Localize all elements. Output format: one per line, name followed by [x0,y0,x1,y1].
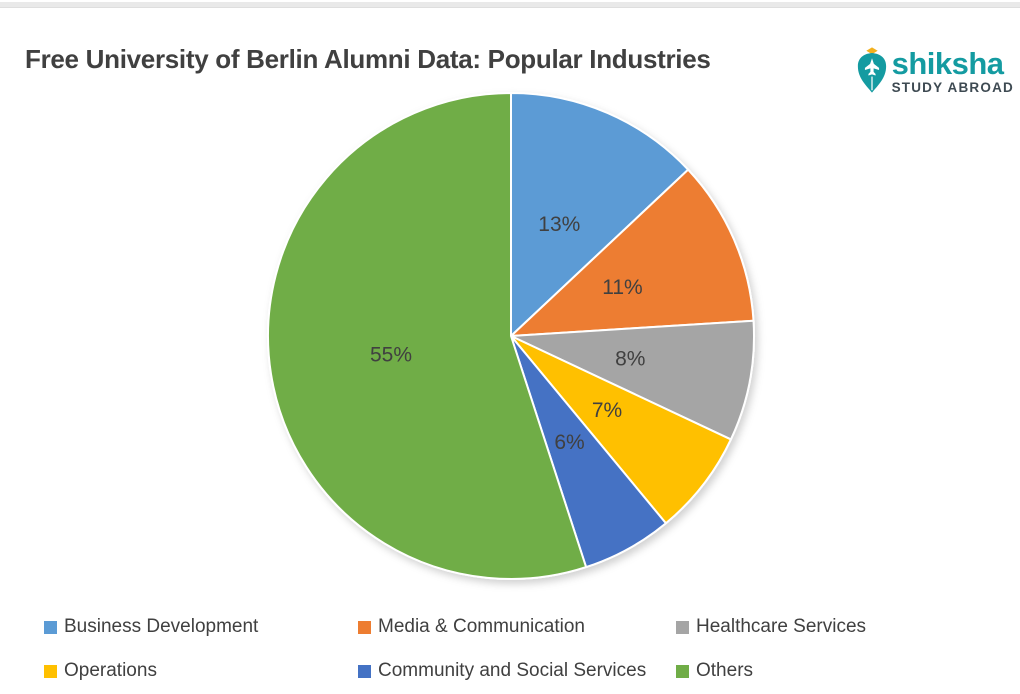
pie-slice-others [267,92,588,580]
legend-swatch-healthcare-services [676,620,689,634]
pie-slice-operations [510,335,732,525]
pen-nib-with-airplane-icon [857,47,886,93]
pie-value-label-media-communication: 11% [602,276,642,299]
pie-value-label-healthcare-services: 8% [615,347,645,370]
pie-value-label-others: 55% [370,344,412,367]
legend-item-operations: Operations [44,659,157,683]
pie-slice-business-development [510,92,690,337]
legend-item-community-social-services: Community and Social Services [358,659,646,683]
legend-item-others: Others [676,659,753,683]
pie-value-label-community-and-social-services: 6% [554,431,584,454]
legend-label: Business Development [64,616,259,637]
legend-swatch-operations [44,664,57,678]
legend-label: Healthcare Services [696,616,867,637]
pie-slice-media-communication [510,168,755,337]
legend-label: Media & Communication [378,616,585,637]
logo-brand-text: shiksha [891,46,1004,81]
legend-swatch-others [676,664,689,678]
legend-label: Operations [64,660,157,681]
legend-swatch-community-social-services [358,664,371,678]
chart-title: Free University of Berlin Alumni Data: P… [25,44,711,74]
legend-label: Others [696,660,754,681]
legend-swatch-media-communication [358,620,371,634]
legend-swatch-business-development [44,620,57,634]
legend-item-healthcare-services: Healthcare Services [676,615,866,639]
pie-value-label-business-development: 13% [538,213,580,236]
pie-value-label-operations: 7% [592,399,622,422]
legend-item-media-communication: Media & Communication [358,615,585,639]
logo-tagline-text: STUDY ABROAD [891,80,1014,95]
top-border-strip [0,2,1020,8]
legend-label: Community and Social Services [378,660,647,681]
legend-item-business-development: Business Development [44,615,258,639]
shiksha-logo: shiksha STUDY ABROAD [856,47,1014,95]
pie-slice-healthcare-services [510,319,755,441]
